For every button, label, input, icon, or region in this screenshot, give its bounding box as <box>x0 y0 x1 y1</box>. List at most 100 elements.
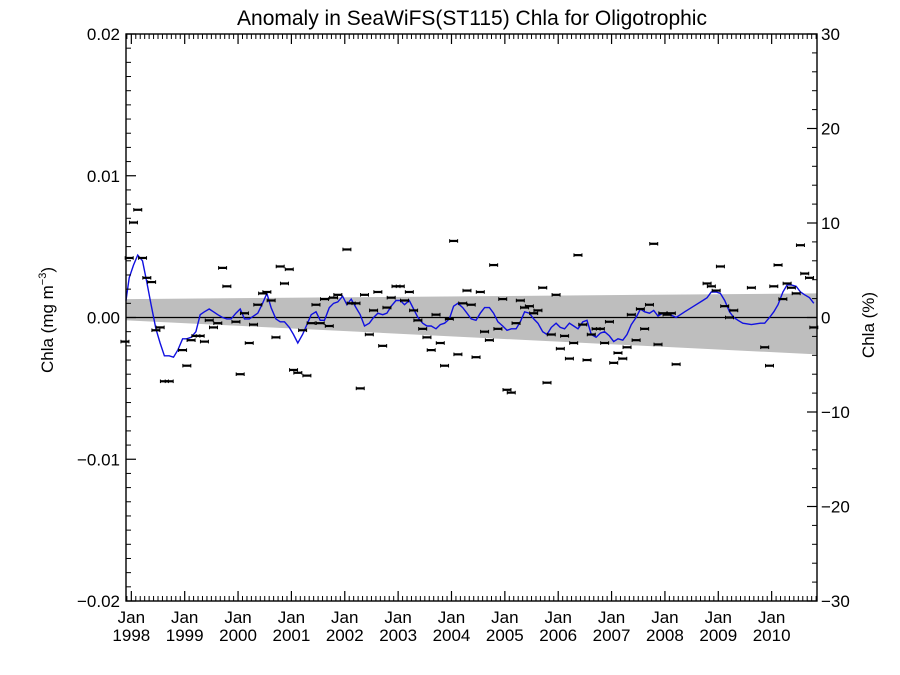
data-point <box>444 317 454 321</box>
y-axis-label-right: Chla (%) <box>859 292 878 358</box>
data-point <box>373 290 383 294</box>
right-tick-label: −20 <box>821 498 850 517</box>
data-point <box>604 319 614 324</box>
data-point <box>195 334 205 338</box>
data-point <box>222 284 232 289</box>
data-point <box>382 305 392 310</box>
right-tick-label: −10 <box>821 403 850 422</box>
x-tick-year-label: 2002 <box>326 626 364 645</box>
left-tick-label: 0.01 <box>87 167 120 186</box>
data-point <box>351 301 361 306</box>
data-point <box>484 338 494 342</box>
right-tick-label: 0 <box>821 309 830 328</box>
x-tick-month-label: Jan <box>491 608 518 627</box>
data-point <box>279 281 289 286</box>
data-point <box>778 297 788 301</box>
data-point <box>209 325 219 330</box>
data-point <box>635 307 645 311</box>
data-point <box>289 368 299 372</box>
smoothed-series-line <box>125 253 815 359</box>
data-point <box>569 341 579 345</box>
x-tick-month-label: Jan <box>278 608 305 627</box>
data-point <box>155 325 165 330</box>
data-point <box>319 297 329 301</box>
data-point <box>284 267 294 272</box>
data-point <box>311 302 321 307</box>
right-tick-label: −30 <box>821 592 850 611</box>
x-tick-year-label: 2003 <box>379 626 417 645</box>
x-tick-year-label: 2004 <box>433 626 471 645</box>
x-tick-month-label: Jan <box>171 608 198 627</box>
data-point <box>355 386 365 391</box>
data-point <box>213 321 223 325</box>
data-point <box>609 361 619 365</box>
data-point <box>262 290 272 294</box>
data-point <box>671 362 681 367</box>
data-point <box>546 332 556 337</box>
data-point <box>760 345 770 350</box>
data-point <box>151 328 161 333</box>
data-point <box>595 327 605 331</box>
data-point <box>711 288 721 293</box>
left-axis-ticks: 0.02 0.01 0.00 −0.01 −0.02 <box>77 25 136 611</box>
x-tick-year-label: 2008 <box>646 626 684 645</box>
data-point <box>622 345 632 350</box>
left-tick-label: −0.01 <box>77 450 120 469</box>
data-point <box>133 207 143 212</box>
data-point <box>360 293 370 297</box>
data-point <box>466 302 476 307</box>
x-tick-month-label: Jan <box>438 608 465 627</box>
data-point <box>800 271 810 276</box>
data-point <box>142 276 152 280</box>
data-point <box>275 264 285 269</box>
data-point <box>413 318 423 323</box>
data-point <box>431 312 441 317</box>
x-tick-year-label: 2001 <box>272 626 310 645</box>
data-point <box>395 284 405 289</box>
left-tick-label: −0.02 <box>77 592 120 611</box>
data-point <box>404 290 414 294</box>
data-point <box>199 339 209 344</box>
data-point <box>555 346 565 351</box>
data-point <box>453 352 463 357</box>
data-point <box>653 342 663 347</box>
y-axis-label-left-main: Chla (mg m <box>38 285 57 373</box>
data-point <box>475 290 485 294</box>
data-point <box>666 311 676 316</box>
x-axis-ticks: Jan1998Jan1999Jan2000Jan2001Jan2002Jan20… <box>112 34 817 645</box>
right-tick-label: 20 <box>821 120 840 139</box>
data-point <box>266 298 276 303</box>
x-tick-month-label: Jan <box>118 608 145 627</box>
data-point <box>551 293 561 297</box>
left-tick-label: 0.00 <box>87 309 120 328</box>
data-point <box>435 341 445 345</box>
data-point <box>533 308 543 313</box>
data-point <box>560 334 570 338</box>
trend-confidence-band <box>126 293 817 355</box>
data-point <box>542 380 552 385</box>
trend-band-layer <box>126 293 817 355</box>
right-axis-ticks: 30 20 10 0 −10 −20 −30 <box>807 25 850 611</box>
data-point <box>702 281 712 286</box>
y-axis-label-left: Chla (mg m−3) <box>37 267 57 373</box>
x-tick-year-label: 2005 <box>486 626 524 645</box>
x-tick-month-label: Jan <box>384 608 411 627</box>
data-point <box>791 291 801 296</box>
data-point <box>120 339 130 344</box>
x-tick-month-label: Jan <box>544 608 571 627</box>
data-point <box>253 302 263 307</box>
data-point <box>186 338 196 342</box>
x-tick-month-label: Jan <box>758 608 785 627</box>
data-point <box>489 263 499 267</box>
data-point <box>600 341 610 345</box>
x-tick-month-label: Jan <box>331 608 358 627</box>
data-point <box>449 239 459 243</box>
data-point <box>480 329 490 334</box>
data-point <box>498 297 508 301</box>
data-point <box>369 308 379 313</box>
right-tick-label: 30 <box>821 25 840 44</box>
data-point <box>524 304 534 308</box>
data-point <box>400 298 410 303</box>
smoothed-line-layer <box>125 253 815 359</box>
